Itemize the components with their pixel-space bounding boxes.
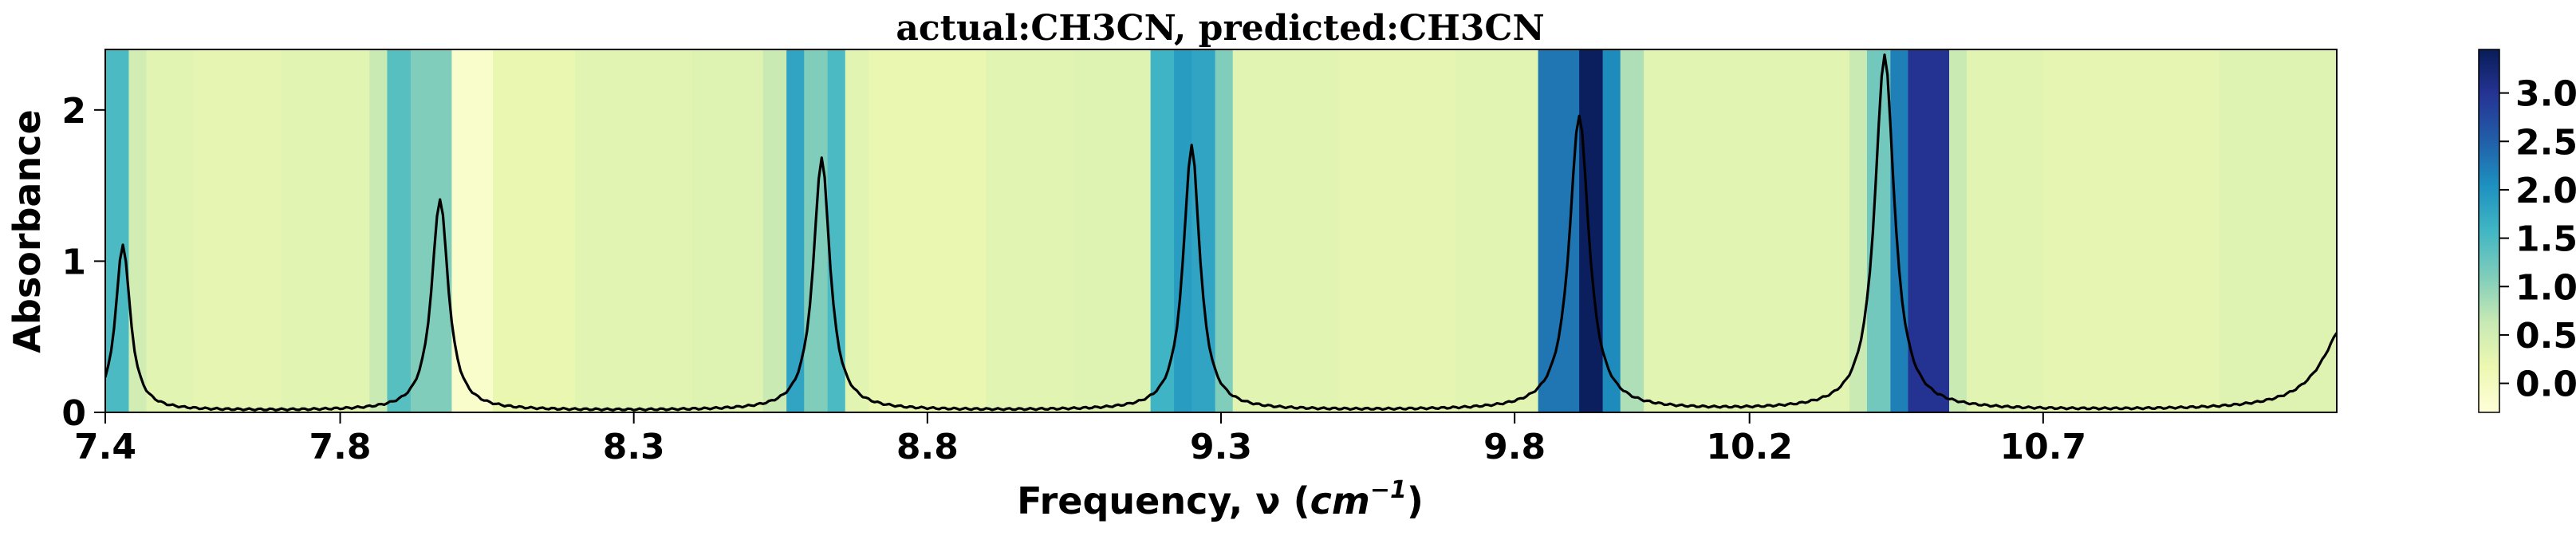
heatmap-cell-32 xyxy=(1749,49,1850,412)
y-axis-ticks: 0 1 2 xyxy=(61,91,105,434)
colorbar-tick-label: 0.0 xyxy=(2515,365,2576,405)
x-tick-label: 9.8 xyxy=(1483,427,1546,467)
spectrum-line-group xyxy=(105,53,2337,412)
heatmap-cell-29 xyxy=(1602,49,1621,412)
y-tick-label: 2 xyxy=(61,91,86,132)
heatmap-cell-27 xyxy=(1538,49,1580,412)
colorbar xyxy=(2478,49,2500,413)
heatmap-cell-20 xyxy=(1150,49,1175,412)
heatmap-cell-38 xyxy=(1967,49,2044,412)
x-tick-label: 7.4 xyxy=(74,427,136,467)
heatmap-cell-31 xyxy=(1644,49,1751,412)
colorbar-tick-label: 3.0 xyxy=(2515,74,2576,115)
heatmap-cell-9 xyxy=(492,49,576,412)
heatmap-cell-12 xyxy=(762,49,787,412)
heatmap-cell-37 xyxy=(1949,49,1967,412)
heatmap-cell-16 xyxy=(845,49,869,412)
heatmap-background xyxy=(105,49,2337,412)
heatmap-cell-1 xyxy=(128,49,148,412)
heatmap-cell-36 xyxy=(1908,49,1950,412)
colorbar-tick-label: 0.5 xyxy=(2515,316,2576,357)
heatmap-cell-18 xyxy=(986,49,1075,412)
colorbar-tick-label: 1.0 xyxy=(2515,267,2576,308)
heatmap-cell-13 xyxy=(786,49,805,412)
x-tick-label: 10.7 xyxy=(2000,427,2087,467)
x-tick-label: 8.8 xyxy=(896,427,959,467)
heatmap-cell-28 xyxy=(1579,49,1604,412)
heatmap-cell-25 xyxy=(1338,49,1457,412)
heatmap-cell-10 xyxy=(575,49,693,412)
heatmap-cell-17 xyxy=(869,49,987,412)
x-tick-label: 10.2 xyxy=(1706,427,1793,467)
colorbar-tick-label: 2.5 xyxy=(2515,122,2576,163)
heatmap-cell-19 xyxy=(1073,49,1152,412)
heatmap-cell-7 xyxy=(410,49,453,412)
heatmap-cell-30 xyxy=(1620,49,1644,412)
x-axis-label: Frequency, ν (cm−1) xyxy=(1017,476,1424,522)
heatmap-cell-40 xyxy=(2219,49,2337,412)
x-axis-ticks: 7.4 7.8 8.3 8.8 9.3 9.8 10.2 10.7 xyxy=(74,412,2086,467)
heatmap-cell-3 xyxy=(193,49,282,412)
heatmap-cell-0 xyxy=(105,49,130,412)
heatmap-cell-5 xyxy=(369,49,388,412)
heatmap-cell-26 xyxy=(1455,49,1539,412)
heatmap-cell-33 xyxy=(1849,49,1868,412)
heatmap-cell-2 xyxy=(146,49,195,412)
heatmap-cell-4 xyxy=(281,49,370,412)
heatmap-cell-15 xyxy=(827,49,846,412)
colorbar-ticks: 0.0 0.5 1.0 1.5 2.0 2.5 3.0 xyxy=(2499,74,2576,405)
x-tick-label: 7.8 xyxy=(309,427,372,467)
heatmap-cell-11 xyxy=(692,49,764,412)
spectrum-line xyxy=(105,53,2337,412)
heatmap-cell-23 xyxy=(1215,49,1234,412)
x-tick-label: 9.3 xyxy=(1190,427,1252,467)
y-axis-label: Absorbance xyxy=(6,109,49,353)
heatmap-cell-39 xyxy=(2042,49,2220,412)
chart-title: actual:CH3CN, predicted:CH3CN xyxy=(896,8,1544,49)
heatmap-cell-24 xyxy=(1232,49,1339,412)
heatmap-cell-6 xyxy=(387,49,412,412)
heatmap-cell-21 xyxy=(1174,49,1192,412)
colorbar-tick-label: 1.5 xyxy=(2515,219,2576,260)
heatmap-cell-8 xyxy=(451,49,494,412)
x-tick-label: 8.3 xyxy=(603,427,665,467)
colorbar-tick-label: 2.0 xyxy=(2515,171,2576,211)
y-tick-label: 0 xyxy=(61,393,86,434)
y-tick-label: 1 xyxy=(61,242,86,282)
heatmap-cell-35 xyxy=(1890,49,1909,412)
